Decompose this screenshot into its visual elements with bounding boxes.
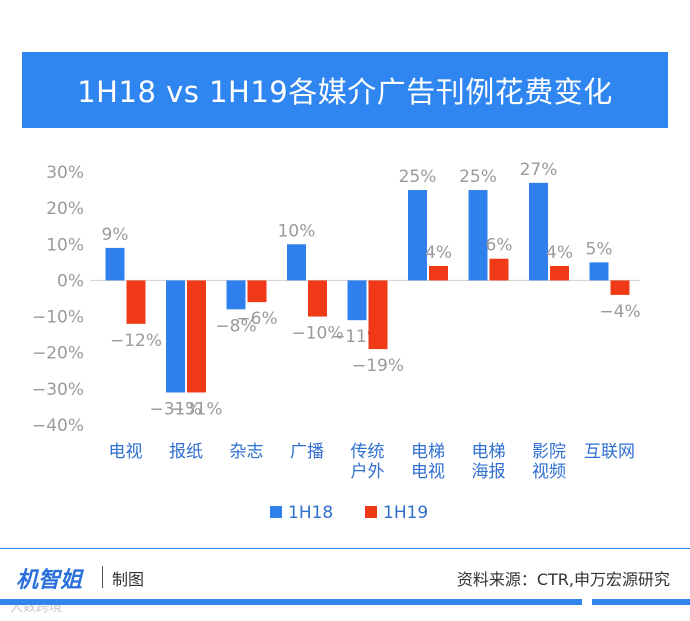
data-label-1h19-7: 4% bbox=[546, 243, 573, 263]
data-label-1h19-3: −10% bbox=[291, 324, 343, 344]
bar-1h18-0 bbox=[105, 247, 125, 281]
bar-1h19-1 bbox=[187, 280, 206, 393]
brand-subtitle: 制图 bbox=[112, 570, 145, 589]
bar-1h19-4 bbox=[368, 280, 388, 350]
data-label-1h18-3: 10% bbox=[278, 221, 316, 241]
chart-title: 1H18 vs 1H19各媒介广告刊例花费变化 bbox=[77, 75, 613, 109]
bar-1h18-3 bbox=[287, 244, 306, 281]
bar-1h19-7 bbox=[550, 265, 569, 281]
bar-chart: 30%20%10%0%−10%−20%−30%−40%9%−12%电视−31%−… bbox=[32, 160, 641, 523]
bar-1h18-2 bbox=[226, 280, 246, 310]
chart-title-banner: 1H18 vs 1H19各媒介广告刊例花费变化 bbox=[22, 52, 668, 128]
data-label-1h18-7: 27% bbox=[520, 160, 558, 180]
bar-1h18-5 bbox=[408, 190, 427, 281]
y-tick-label: −20% bbox=[32, 344, 84, 364]
footer-accent-bar-left bbox=[0, 599, 582, 605]
footer: 机智姐 制图 资料来源：CTR,申万宏源研究 大数跨境 bbox=[0, 548, 690, 621]
legend-label-1h18: 1H18 bbox=[288, 503, 333, 523]
data-label-1h19-6: 6% bbox=[486, 236, 513, 256]
category-label: 电视 bbox=[411, 462, 445, 482]
category-label: 电视 bbox=[109, 442, 143, 462]
y-tick-label: 20% bbox=[46, 199, 84, 219]
data-label-1h18-5: 25% bbox=[399, 167, 437, 187]
data-label-1h19-5: 4% bbox=[425, 243, 452, 263]
data-label-1h19-8: −4% bbox=[599, 302, 640, 322]
data-label-1h18-1: −31% bbox=[149, 399, 201, 419]
category-label: 视频 bbox=[532, 462, 566, 482]
bar-1h18-7 bbox=[529, 182, 548, 281]
data-label-1h18-6: 25% bbox=[459, 167, 497, 187]
bar-1h19-2 bbox=[247, 280, 267, 303]
data-label-1h18-2: −8% bbox=[215, 316, 256, 336]
data-label-1h18-0: 9% bbox=[102, 225, 129, 245]
y-tick-label: 30% bbox=[46, 163, 84, 183]
bar-1h18-8 bbox=[589, 262, 609, 281]
category-label: 广播 bbox=[290, 442, 324, 462]
y-tick-label: −10% bbox=[32, 308, 84, 328]
y-tick-label: −30% bbox=[32, 380, 84, 400]
category-label: 影院 bbox=[532, 442, 566, 462]
bar-1h19-5 bbox=[429, 265, 448, 281]
data-label-1h19-1: −31% bbox=[170, 399, 222, 419]
category-label: 电梯 bbox=[411, 442, 445, 462]
y-tick-label: 10% bbox=[46, 235, 84, 255]
bar-1h19-3 bbox=[308, 280, 327, 317]
footer-accent-bar-right bbox=[592, 599, 690, 605]
data-label-1h19-0: −12% bbox=[110, 331, 162, 351]
brand-separator bbox=[102, 566, 103, 588]
bar-1h18-1 bbox=[166, 280, 185, 393]
y-tick-label: −40% bbox=[32, 416, 84, 436]
bar-1h18-6 bbox=[468, 190, 488, 281]
bar-1h19-6 bbox=[489, 258, 509, 281]
legend-label-1h19: 1H19 bbox=[383, 503, 428, 523]
data-label-1h19-4: −19% bbox=[352, 356, 404, 376]
category-label: 电梯 bbox=[472, 442, 506, 462]
bar-1h19-0 bbox=[126, 280, 146, 324]
category-label: 杂志 bbox=[230, 442, 264, 462]
data-label-1h19-2: −6% bbox=[236, 309, 277, 329]
category-label: 报纸 bbox=[169, 442, 203, 462]
source-note: 资料来源：CTR,申万宏源研究 bbox=[456, 570, 670, 589]
brand-logo: 机智姐 bbox=[16, 568, 83, 593]
data-label-1h18-8: 5% bbox=[586, 239, 613, 259]
category-label: 海报 bbox=[472, 462, 506, 482]
category-label: 户外 bbox=[351, 462, 385, 482]
category-label: 传统 bbox=[351, 442, 385, 462]
legend-swatch-1h19 bbox=[365, 506, 377, 518]
bar-1h18-4 bbox=[347, 280, 367, 321]
footer-divider bbox=[0, 548, 690, 549]
legend-swatch-1h18 bbox=[270, 506, 282, 518]
bar-1h19-8 bbox=[610, 280, 630, 295]
category-label: 互联网 bbox=[584, 442, 635, 462]
y-tick-label: 0% bbox=[57, 271, 84, 291]
